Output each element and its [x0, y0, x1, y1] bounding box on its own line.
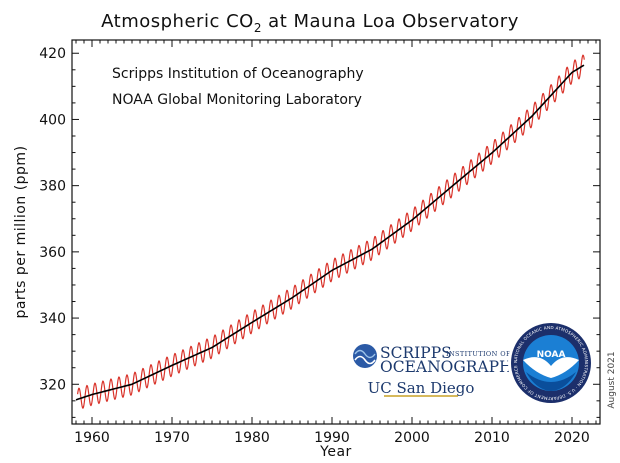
y-axis-title: parts per million (ppm)	[13, 145, 29, 318]
credit-scripps: Scripps Institution of Oceanography	[112, 66, 364, 82]
x-tick-label: 1980	[234, 430, 270, 446]
scripps-institution-of: INSTITUTION OF	[446, 350, 511, 358]
noaa-logo: NATIONAL OCEANIC AND ATMOSPHERIC ADMINIS…	[0, 0, 591, 403]
scripps-wordmark: SCRIPPS	[380, 344, 452, 362]
y-tick-label: 320	[39, 377, 66, 393]
x-tick-label: 1970	[154, 430, 190, 446]
chart-title: Atmospheric CO2 at Mauna Loa Observatory	[101, 11, 519, 35]
x-tick-label: 1960	[74, 430, 110, 446]
scripps-emblem-icon	[353, 344, 377, 368]
x-tick-label: 2020	[554, 430, 590, 446]
series-trend-line	[75, 64, 585, 401]
series-group	[75, 54, 585, 410]
noaa-center-text: NOAA	[537, 350, 566, 360]
scripps-ucsd-logo: SCRIPPS INSTITUTION OF OCEANOGRAPHY UC S…	[343, 336, 524, 406]
oceanography-wordmark: OCEANOGRAPHY	[380, 358, 524, 376]
plot-frame	[71, 39, 601, 425]
y-tick-label: 360	[39, 245, 66, 261]
x-axis-title: Year	[319, 444, 352, 460]
ucsd-wordmark: UC San Diego	[368, 379, 475, 397]
x-tick-label: 2010	[474, 430, 510, 446]
y-tick-label: 400	[39, 112, 66, 128]
y-tick-label: 420	[39, 46, 66, 62]
y-tick-label: 340	[39, 311, 66, 327]
axis-ticks: 1960 1970 1980 1990 2000 2010 2020 320 340 360 380…	[39, 40, 600, 446]
x-tick-label: 1990	[314, 430, 350, 446]
x-tick-label: 2000	[394, 430, 430, 446]
credit-noaa: NOAA Global Monitoring Laboratory	[112, 92, 362, 108]
noaa-bird-icon	[523, 357, 579, 378]
date-stamp: August 2021	[607, 351, 617, 408]
series-seasonal-line	[77, 54, 585, 410]
y-tick-label: 380	[39, 179, 66, 195]
noaa-ring-text: NATIONAL OCEANIC AND ATMOSPHERIC ADMINIS…	[0, 0, 589, 401]
